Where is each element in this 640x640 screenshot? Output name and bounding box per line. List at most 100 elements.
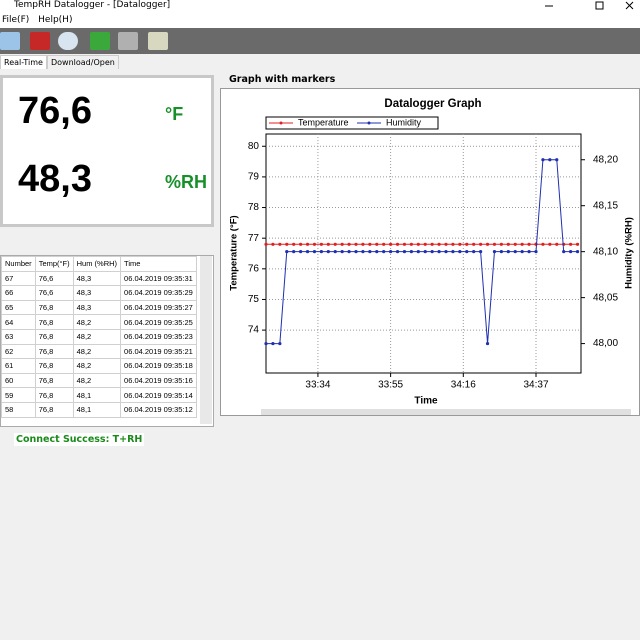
column-header: Number bbox=[1, 256, 36, 272]
data-point bbox=[389, 242, 393, 246]
data-point bbox=[264, 341, 268, 346]
data-point bbox=[312, 250, 317, 254]
table-cell: 76,6 bbox=[34, 270, 74, 287]
menu-item[interactable]: File(F) bbox=[2, 15, 30, 25]
data-point bbox=[479, 250, 483, 254]
data-point bbox=[319, 250, 323, 254]
window-controls[interactable] bbox=[540, 0, 640, 12]
table-cell: 48,2 bbox=[72, 372, 122, 389]
data-point bbox=[534, 250, 538, 254]
data-point bbox=[264, 242, 268, 246]
y2-tick-label: 48,20 bbox=[593, 154, 618, 165]
legend-box bbox=[265, 116, 439, 130]
y-tick-label: 79 bbox=[248, 172, 260, 183]
data-point bbox=[305, 242, 310, 246]
data-point bbox=[423, 250, 427, 254]
table-cell: 48,1 bbox=[72, 387, 122, 403]
table-header-row: Number Temp(°F) Hum (%RH) Time bbox=[1, 256, 197, 272]
data-point bbox=[492, 250, 497, 254]
data-point bbox=[271, 341, 275, 346]
data-point bbox=[409, 250, 413, 254]
table-cell: 76,8 bbox=[34, 372, 74, 389]
y-axis-label: Temperature (°F) bbox=[229, 215, 240, 290]
table-row: 59 76,8 48,1 06.04.2019 09:35:14 bbox=[1, 387, 197, 403]
data-point bbox=[485, 242, 490, 246]
data-point bbox=[292, 242, 296, 246]
table-cell: 48,3 bbox=[72, 270, 122, 287]
table-cell: 06.04.2019 09:35:29 bbox=[120, 285, 197, 301]
data-point bbox=[368, 242, 372, 246]
database-button[interactable] bbox=[148, 32, 168, 50]
data-point bbox=[430, 250, 434, 254]
data-point bbox=[354, 242, 358, 246]
readings-panel: 76,6 °F 48,3 %RH bbox=[0, 75, 214, 227]
data-point bbox=[527, 250, 531, 254]
y2-tick-label: 48,10 bbox=[593, 246, 618, 257]
table-cell: 48,3 bbox=[72, 285, 122, 301]
data-point bbox=[527, 242, 531, 246]
data-point bbox=[347, 242, 351, 246]
clock-button[interactable] bbox=[58, 32, 78, 50]
table-cell: 06.04.2019 09:35:27 bbox=[120, 299, 197, 316]
temperature-value: 76,6 bbox=[18, 90, 92, 132]
column-header: Time bbox=[120, 256, 197, 272]
table-cell: 61 bbox=[1, 358, 36, 374]
table-cell: 48,1 bbox=[72, 401, 122, 418]
table-cell: 06.04.2019 09:35:18 bbox=[120, 358, 197, 374]
x-tick-label: 34:37 bbox=[523, 380, 548, 391]
table-row: 62 76,8 48,2 06.04.2019 09:35:21 bbox=[1, 343, 197, 360]
data-point bbox=[465, 242, 469, 246]
chart: Datalogger Graph Time Temperature (°F) H… bbox=[220, 88, 640, 416]
table-cell: 76,8 bbox=[34, 314, 74, 330]
data-point bbox=[416, 250, 420, 254]
y2-tick-label: 48,15 bbox=[593, 200, 618, 211]
data-point bbox=[499, 242, 503, 246]
y-tick-label: 74 bbox=[248, 325, 260, 336]
x-tick-label: 33:34 bbox=[305, 380, 330, 391]
settings-button[interactable] bbox=[118, 32, 138, 50]
tab[interactable]: Download/Open bbox=[46, 55, 119, 69]
data-point bbox=[299, 242, 303, 246]
data-point bbox=[340, 250, 344, 254]
data-table: Number Temp(°F) Hum (%RH) Time 67 76,6 48,3 06.… bbox=[1, 256, 197, 418]
save-button[interactable] bbox=[30, 32, 50, 50]
data-point bbox=[326, 242, 330, 246]
h-scrollbar[interactable] bbox=[261, 409, 631, 415]
y-tick-label: 75 bbox=[248, 294, 260, 305]
data-point bbox=[485, 341, 490, 346]
data-point bbox=[444, 250, 448, 254]
x-axis-label: Time bbox=[414, 396, 438, 407]
data-point bbox=[416, 242, 420, 246]
table-cell: 76,8 bbox=[34, 328, 74, 345]
y-tick-label: 80 bbox=[248, 141, 260, 152]
data-point bbox=[375, 250, 379, 254]
data-point bbox=[395, 250, 400, 254]
open-button[interactable] bbox=[0, 32, 20, 50]
table-row: 58 76,8 48,1 06.04.2019 09:35:12 bbox=[1, 401, 197, 418]
data-point bbox=[506, 242, 510, 246]
table-cell: 48,3 bbox=[72, 299, 122, 316]
menu-item[interactable]: Help(H) bbox=[38, 15, 73, 25]
temperature-unit: °F bbox=[165, 104, 184, 124]
scrollbar[interactable] bbox=[200, 256, 212, 424]
data-point bbox=[465, 250, 469, 254]
data-point bbox=[451, 250, 455, 254]
table-cell: 63 bbox=[1, 328, 36, 345]
panel-title: Graph with markers bbox=[229, 74, 336, 85]
table-cell: 48,2 bbox=[72, 358, 122, 374]
download-button[interactable] bbox=[90, 32, 110, 50]
window-title: TempRH Datalogger - [Datalogger] bbox=[14, 0, 171, 10]
data-point bbox=[451, 242, 455, 246]
tab[interactable]: Real-Time bbox=[0, 55, 47, 69]
data-point bbox=[569, 242, 573, 246]
toolbar bbox=[0, 28, 640, 54]
data-point bbox=[361, 250, 365, 254]
data-point bbox=[555, 242, 559, 246]
data-point bbox=[548, 242, 552, 246]
data-point bbox=[402, 250, 407, 254]
data-point bbox=[395, 242, 400, 246]
data-point bbox=[319, 242, 323, 246]
data-point bbox=[382, 242, 386, 246]
data-point bbox=[389, 250, 393, 254]
table-cell: 76,8 bbox=[34, 387, 74, 403]
